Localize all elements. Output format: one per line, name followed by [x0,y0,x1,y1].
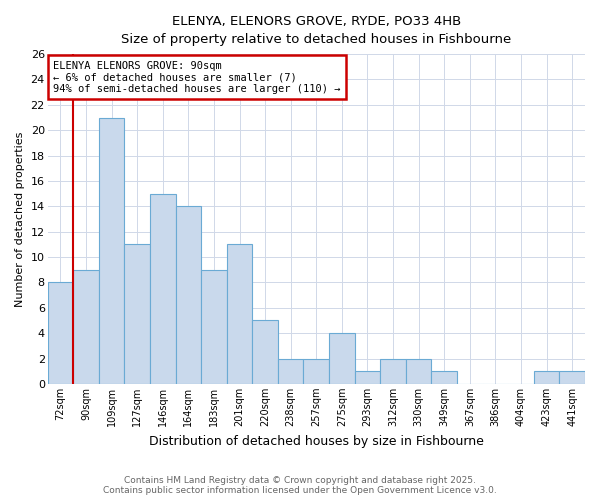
Bar [431,371,457,384]
Bar [406,358,431,384]
X-axis label: Distribution of detached houses by size in Fishbourne: Distribution of detached houses by size … [149,434,484,448]
Bar [380,358,406,384]
Bar [47,282,73,384]
Bar [559,371,585,384]
Bar [124,244,150,384]
Bar [304,358,329,384]
Bar [150,194,176,384]
Bar [329,333,355,384]
Bar [355,371,380,384]
Title: ELENYA, ELENORS GROVE, RYDE, PO33 4HB
Size of property relative to detached hous: ELENYA, ELENORS GROVE, RYDE, PO33 4HB Si… [121,15,511,46]
Y-axis label: Number of detached properties: Number of detached properties [15,132,25,306]
Bar [99,118,124,384]
Text: ELENYA ELENORS GROVE: 90sqm
← 6% of detached houses are smaller (7)
94% of semi-: ELENYA ELENORS GROVE: 90sqm ← 6% of deta… [53,60,340,94]
Bar [253,320,278,384]
Bar [201,270,227,384]
Bar [534,371,559,384]
Bar [278,358,304,384]
Bar [176,206,201,384]
Bar [73,270,99,384]
Text: Contains HM Land Registry data © Crown copyright and database right 2025.
Contai: Contains HM Land Registry data © Crown c… [103,476,497,495]
Bar [227,244,253,384]
